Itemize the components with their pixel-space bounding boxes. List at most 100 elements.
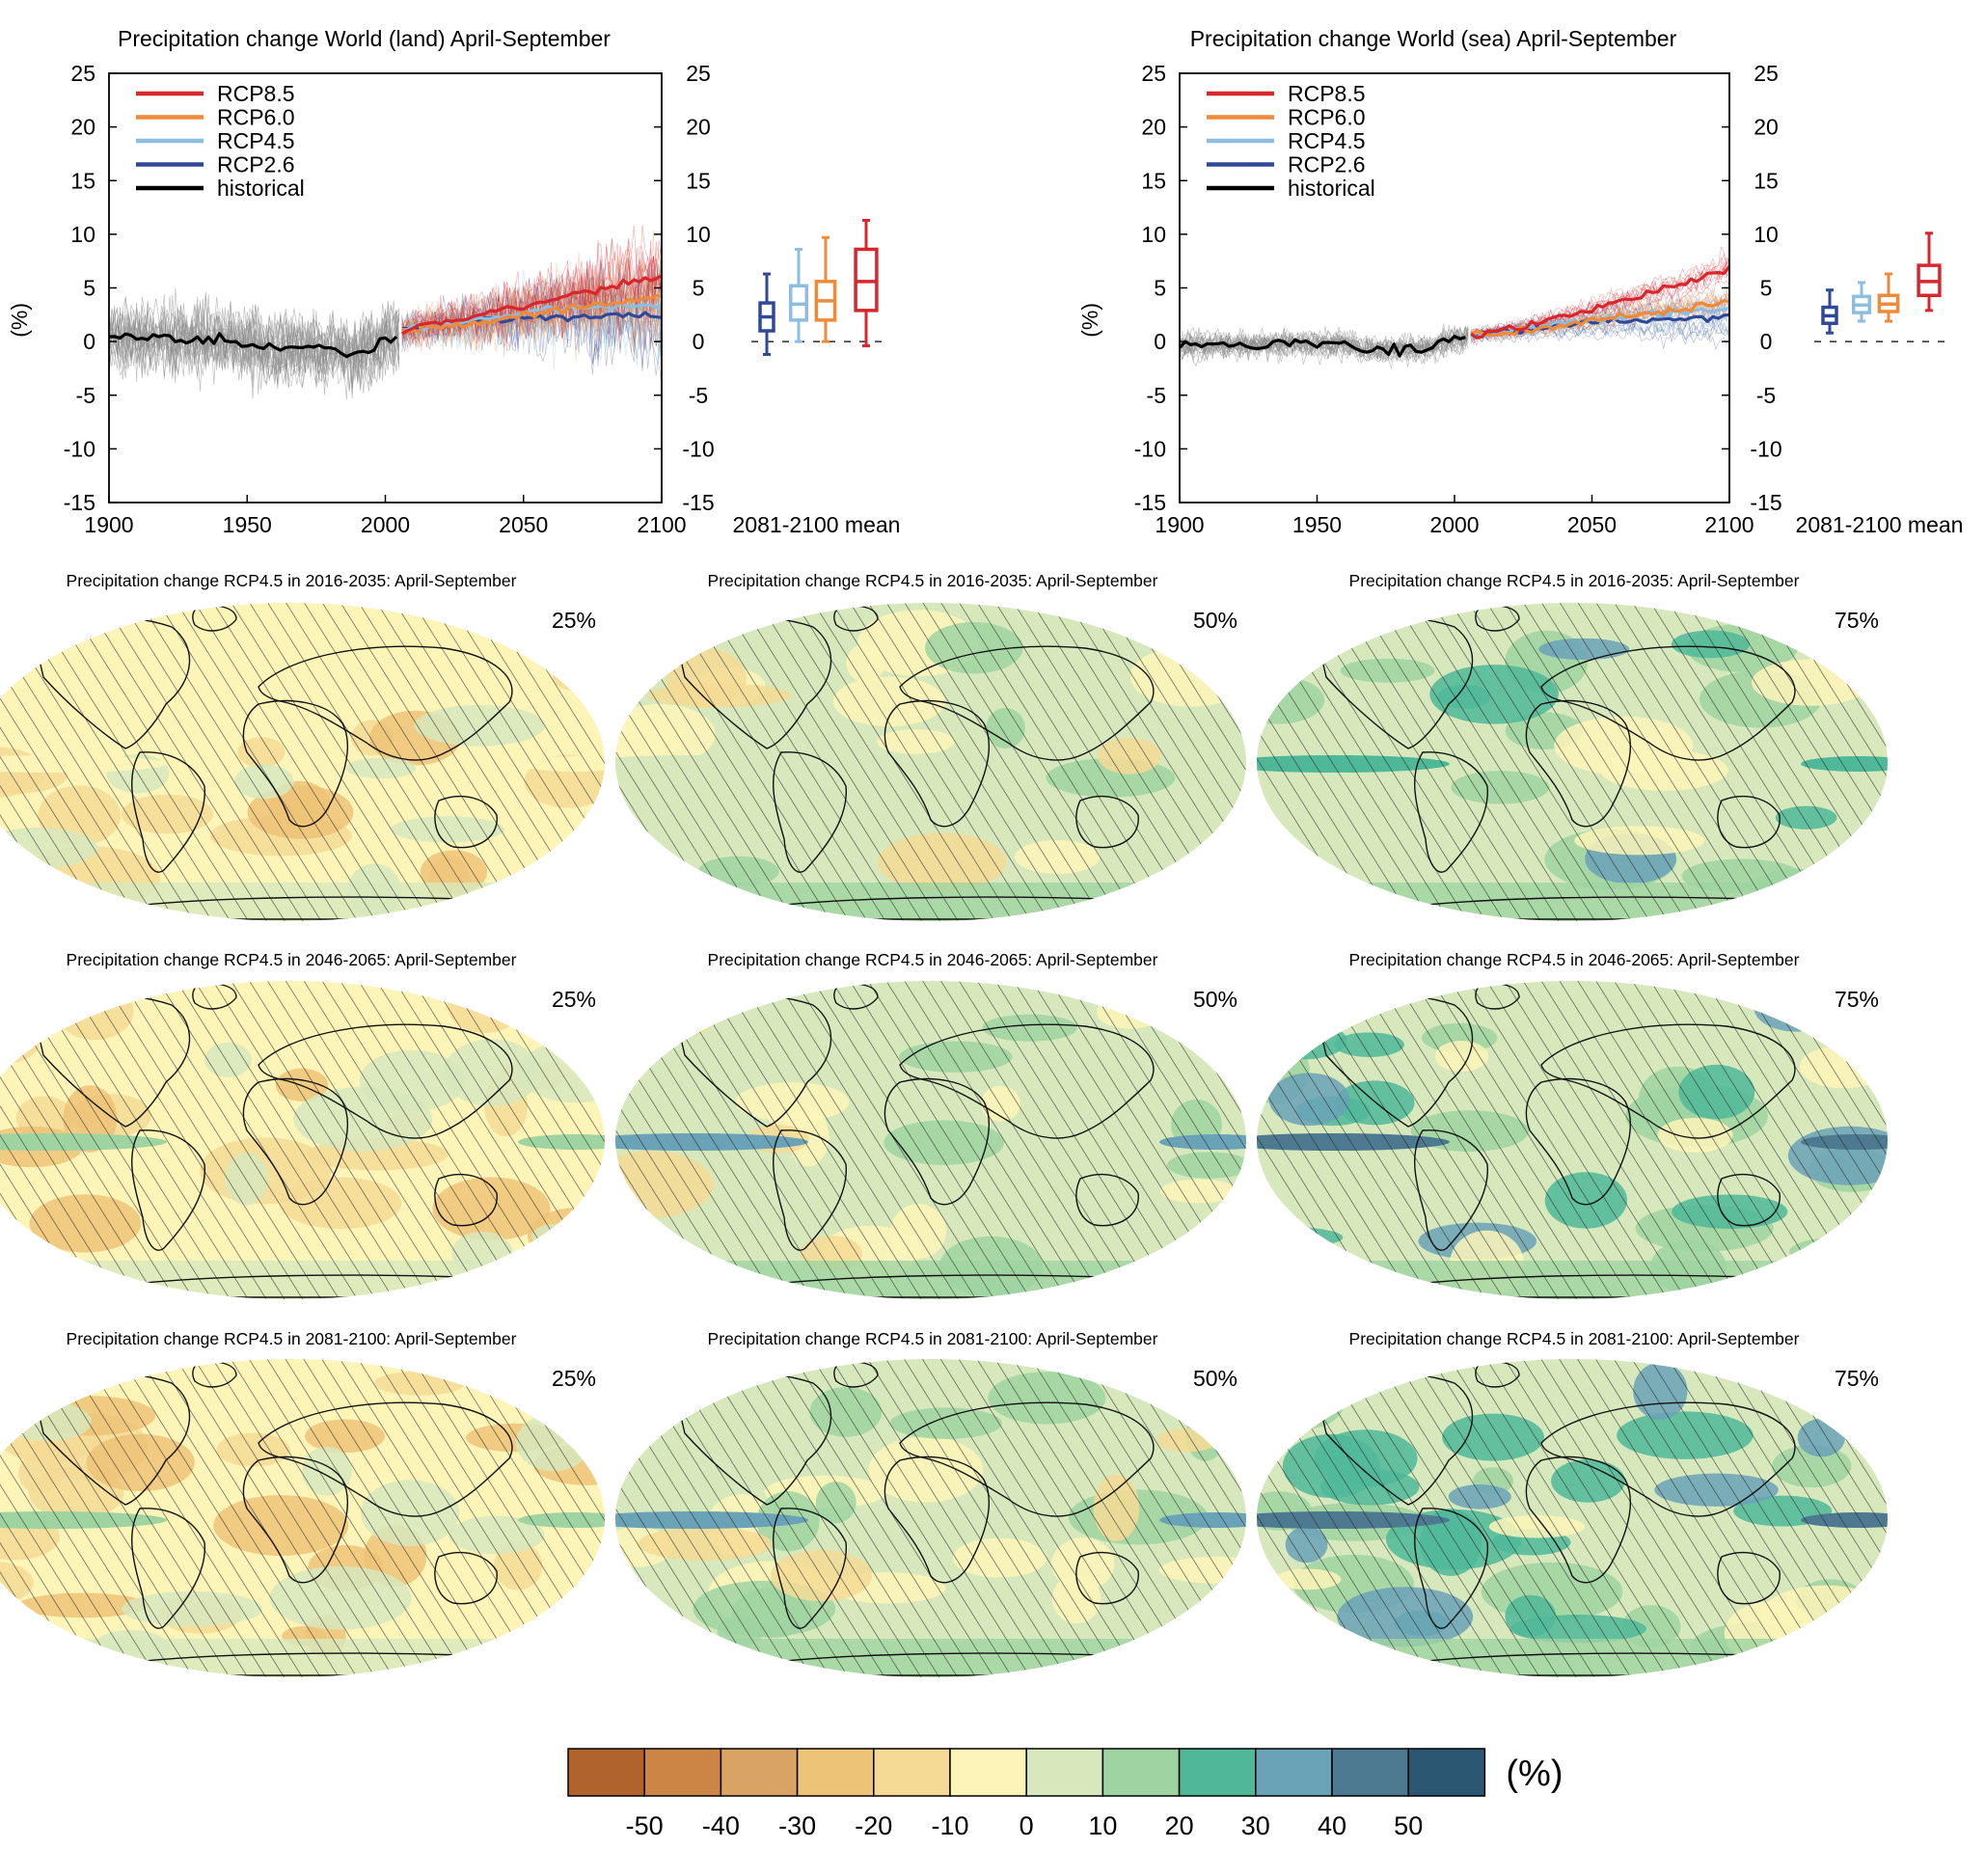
map-field: [0, 981, 605, 1299]
significance-hatching: [1257, 1359, 1888, 1677]
coastline: [434, 795, 498, 849]
timeseries-panel-sea: Precipitation change World (sea) April-S…: [1077, 26, 1963, 537]
coastline: [192, 605, 237, 632]
coastline: [772, 1129, 847, 1251]
x-tick-label: 2050: [1567, 512, 1617, 537]
legend-label-rcp60: RCP6.0: [217, 105, 295, 130]
rcp85-member-line: [1471, 246, 1729, 333]
coastline: [1717, 1551, 1781, 1605]
x-tick-label: 2100: [637, 512, 686, 537]
colorbar-tick-label: -50: [626, 1811, 664, 1840]
map-anomaly-patch: [615, 1370, 708, 1413]
coastline: [192, 1361, 237, 1388]
x-tick-label: 2100: [1704, 512, 1754, 537]
rcp85-member-line: [401, 245, 662, 340]
significance-hatching: [615, 1359, 1246, 1677]
significance-hatching: [615, 981, 1246, 1299]
rcp60-member-line: [401, 230, 662, 344]
map-field: [1257, 981, 1888, 1299]
map-panel: Precipitation change RCP4.5 in 2016-2035…: [1257, 571, 1888, 921]
map-percentile: 50%: [1193, 1366, 1237, 1391]
rcp85-member-line: [1470, 280, 1729, 346]
map-title: Precipitation change RCP4.5 in 2081-2100…: [1349, 1329, 1800, 1348]
coastline: [242, 699, 349, 828]
y-tick-label-right: 10: [686, 222, 711, 247]
coastline: [899, 1401, 1155, 1517]
map-anomaly-patch: [615, 984, 679, 1029]
historical-mean-line: [1178, 335, 1466, 358]
significance-hatching: [1257, 603, 1888, 921]
y-tick-label: 10: [1141, 222, 1166, 247]
coastline: [833, 983, 879, 1010]
map-field: [615, 1359, 1246, 1677]
map-panel: Precipitation change RCP4.5 in 2046-2065…: [615, 950, 1246, 1299]
rcp60-mean-line: [400, 294, 663, 335]
map-percentile: 50%: [1193, 987, 1237, 1012]
coastline: [884, 1077, 991, 1206]
y-tick-label: 25: [70, 61, 95, 86]
legend-label-rcp85: RCP8.5: [1288, 81, 1366, 106]
coastline: [899, 1023, 1155, 1139]
colorbar-tick-label: 50: [1394, 1811, 1423, 1840]
y-tick-label: -5: [76, 383, 95, 408]
map-anomaly-patch: [615, 984, 743, 1025]
map-field: [0, 1359, 605, 1677]
coastline: [1525, 1455, 1632, 1584]
map-field: [0, 603, 605, 921]
legend-label-historical: historical: [217, 176, 305, 201]
y-tick-label: -5: [1147, 383, 1166, 408]
coastline: [1075, 795, 1139, 849]
rcp26-member-line: [1470, 304, 1729, 339]
rcp60-member-line: [401, 271, 662, 361]
coastline: [1540, 645, 1796, 761]
map-field: [615, 981, 1246, 1299]
coastline: [884, 1455, 991, 1584]
map-percentile: 75%: [1835, 608, 1879, 633]
map-title: Precipitation change RCP4.5 in 2046-2065…: [67, 950, 517, 969]
y-tick-label-right: -15: [682, 490, 714, 515]
legend-label-rcp45: RCP4.5: [217, 128, 295, 153]
coastline: [1717, 1173, 1781, 1227]
x-tick-label: 2050: [499, 512, 548, 537]
y-tick-label-right: -15: [1750, 490, 1781, 515]
panel-title: Precipitation change World (sea) April-S…: [1190, 26, 1677, 51]
y-tick-label-right: -10: [682, 436, 714, 461]
coastline: [772, 751, 847, 873]
map-title: Precipitation change RCP4.5 in 2016-2035…: [67, 571, 517, 590]
colorbar-swatch: [1331, 1748, 1409, 1797]
colorbar-swatch: [1178, 1748, 1257, 1797]
colorbar-tick-label: -10: [931, 1811, 968, 1840]
coastline: [884, 699, 991, 828]
historical-member-line: [109, 311, 400, 394]
y-axis-label: (%): [1077, 303, 1102, 338]
map-percentile: 75%: [1835, 1366, 1879, 1391]
coastline: [130, 751, 205, 873]
coastline: [1717, 795, 1781, 849]
historical-member-line: [109, 300, 400, 384]
map-anomaly-patch: [0, 1616, 40, 1641]
boxplot-label: 2081-2100 mean: [1796, 512, 1964, 537]
y-tick-label: 5: [1154, 276, 1166, 301]
map-title: Precipitation change RCP4.5 in 2046-2065…: [1349, 950, 1800, 969]
map-panel: Precipitation change RCP4.5 in 2016-2035…: [615, 571, 1246, 921]
colorbar-swatch: [796, 1748, 875, 1797]
coastline: [434, 1551, 498, 1605]
y-tick-label: 15: [70, 168, 95, 193]
colorbar-unit: (%): [1506, 1754, 1563, 1794]
map-title: Precipitation change RCP4.5 in 2081-2100…: [708, 1329, 1158, 1348]
significance-hatching: [615, 603, 1246, 921]
y-tick-label: -10: [64, 436, 95, 461]
rcp60-member-line: [401, 261, 662, 346]
colorbar-tick-label: 0: [1020, 1811, 1034, 1840]
colorbar-swatch: [1101, 1748, 1181, 1797]
coastlines: [677, 605, 1155, 920]
map-panel: Precipitation change RCP4.5 in 2046-2065…: [1257, 950, 1888, 1299]
colorbar-tick-label: 30: [1241, 1811, 1270, 1840]
coastline: [434, 1173, 498, 1227]
x-tick-label: 1950: [223, 512, 272, 537]
y-axis-label: (%): [7, 303, 32, 338]
y-tick-label: 25: [1141, 61, 1166, 86]
coastline: [130, 1508, 205, 1629]
